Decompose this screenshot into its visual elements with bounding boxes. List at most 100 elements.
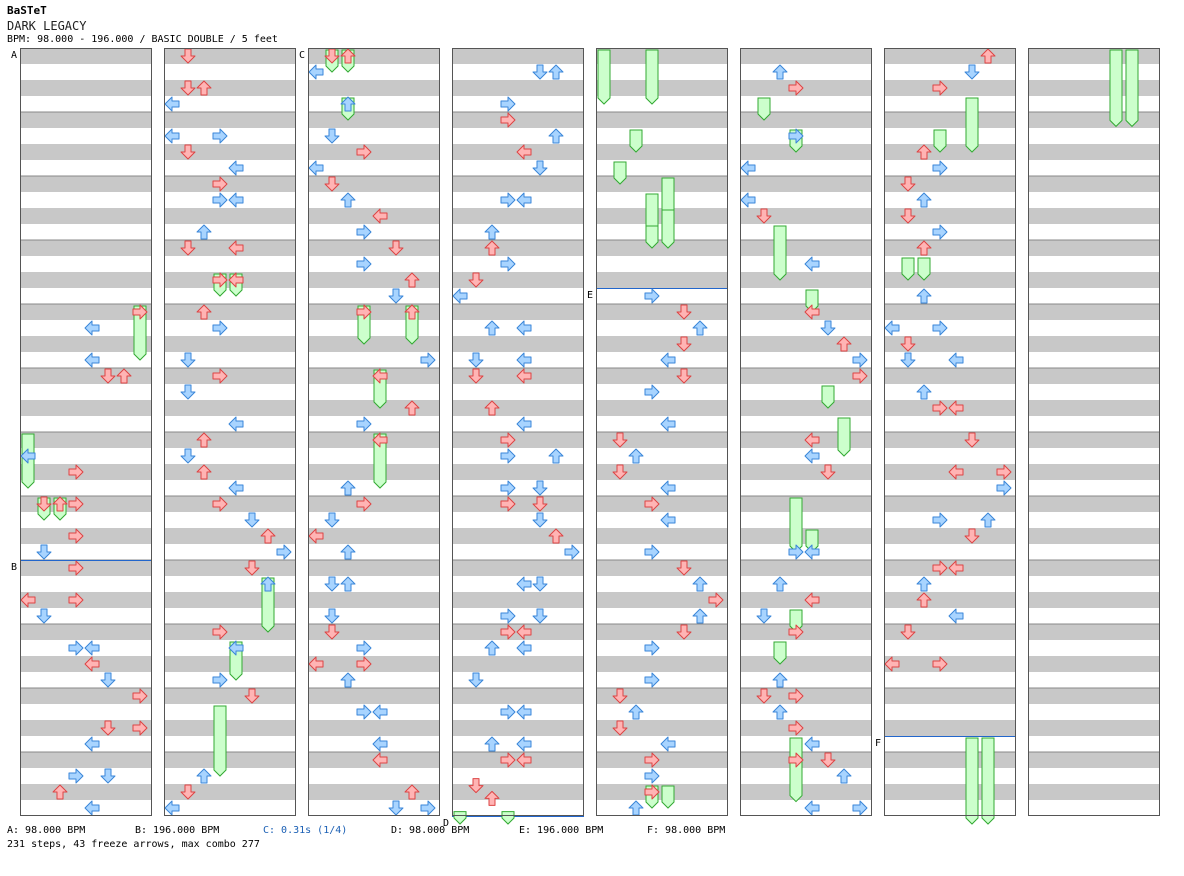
stripe [1028,240,1160,256]
chart-info: BPM: 98.000 - 196.000 / BASIC DOUBLE / 5… [7,34,278,45]
stripe [884,496,1016,512]
step-arrow [212,192,228,208]
step-arrow [692,608,708,624]
step-arrow [84,352,100,368]
stripe [20,304,152,320]
stripe [164,400,296,416]
stripe [596,304,728,320]
step-arrow [196,224,212,240]
stripe [308,336,440,352]
stripe [1028,560,1160,576]
step-arrow [420,352,436,368]
stripe [452,400,584,416]
step-arrow [772,576,788,592]
stripe [20,688,152,704]
step-arrow [68,640,84,656]
step-arrow [212,368,228,384]
step-arrow [500,704,516,720]
step-arrow [180,448,196,464]
step-arrow [484,790,500,806]
stripe [596,48,728,64]
step-arrow [692,320,708,336]
stripe [164,592,296,608]
stripe [596,336,728,352]
step-arrow [100,768,116,784]
step-arrow [740,160,756,176]
stripe [20,80,152,96]
chart-summary: 231 steps, 43 freeze arrows, max combo 2… [7,839,260,850]
legend-c: C: 0.31s (1/4) [263,825,348,836]
step-arrow [180,144,196,160]
stripe [596,400,728,416]
song-artist: BaSTeT [7,4,47,17]
stripe [164,720,296,736]
stripe [452,432,584,448]
stripe [164,336,296,352]
stripe [740,560,872,576]
step-arrow [516,640,532,656]
step-arrow [532,160,548,176]
step-arrow [884,320,900,336]
step-arrow [788,80,804,96]
stripe [452,560,584,576]
step-arrow [228,272,244,288]
stripe [308,560,440,576]
step-arrow [468,352,484,368]
step-arrow [388,288,404,304]
stripe [1028,720,1160,736]
freeze-arrow [933,129,947,153]
step-arrow [404,400,420,416]
step-arrow [644,768,660,784]
step-arrow [340,96,356,112]
stripe [164,432,296,448]
freeze-arrow [789,737,803,803]
step-arrow [356,496,372,512]
stripe [596,80,728,96]
step-arrow [20,592,36,608]
step-arrow [916,592,932,608]
stripe [20,496,152,512]
step-arrow [484,320,500,336]
stripe [452,208,584,224]
column-border [308,48,440,816]
stripe [20,528,152,544]
legend-a: A: 98.000 BPM [7,825,86,836]
step-arrow [404,784,420,800]
step-arrow [100,672,116,688]
stripe [884,240,1016,256]
step-arrow [964,64,980,80]
freeze-arrow [789,497,803,553]
stripe [164,528,296,544]
step-arrow [68,592,84,608]
step-arrow [228,160,244,176]
step-arrow [244,560,260,576]
stripe [164,112,296,128]
stripe [1028,272,1160,288]
freeze-arrow [917,257,931,281]
step-arrow [788,544,804,560]
stripe [884,784,1016,800]
step-arrow [340,480,356,496]
stripe [740,624,872,640]
step-arrow [916,240,932,256]
step-arrow [644,784,660,800]
step-arrow [68,560,84,576]
step-arrow [308,656,324,672]
step-arrow [756,208,772,224]
step-arrow [804,304,820,320]
step-arrow [468,778,484,794]
section-marker-label: D [443,818,449,829]
step-arrow [932,224,948,240]
chart-column [1028,48,1160,816]
stripe [596,272,728,288]
stripe [308,656,440,672]
step-arrow [116,368,132,384]
stripe [596,560,728,576]
stripe [1028,48,1160,64]
step-arrow [52,784,68,800]
legend-d: D: 98.000 BPM [391,825,470,836]
step-arrow [948,560,964,576]
stripe [452,304,584,320]
step-arrow [196,432,212,448]
